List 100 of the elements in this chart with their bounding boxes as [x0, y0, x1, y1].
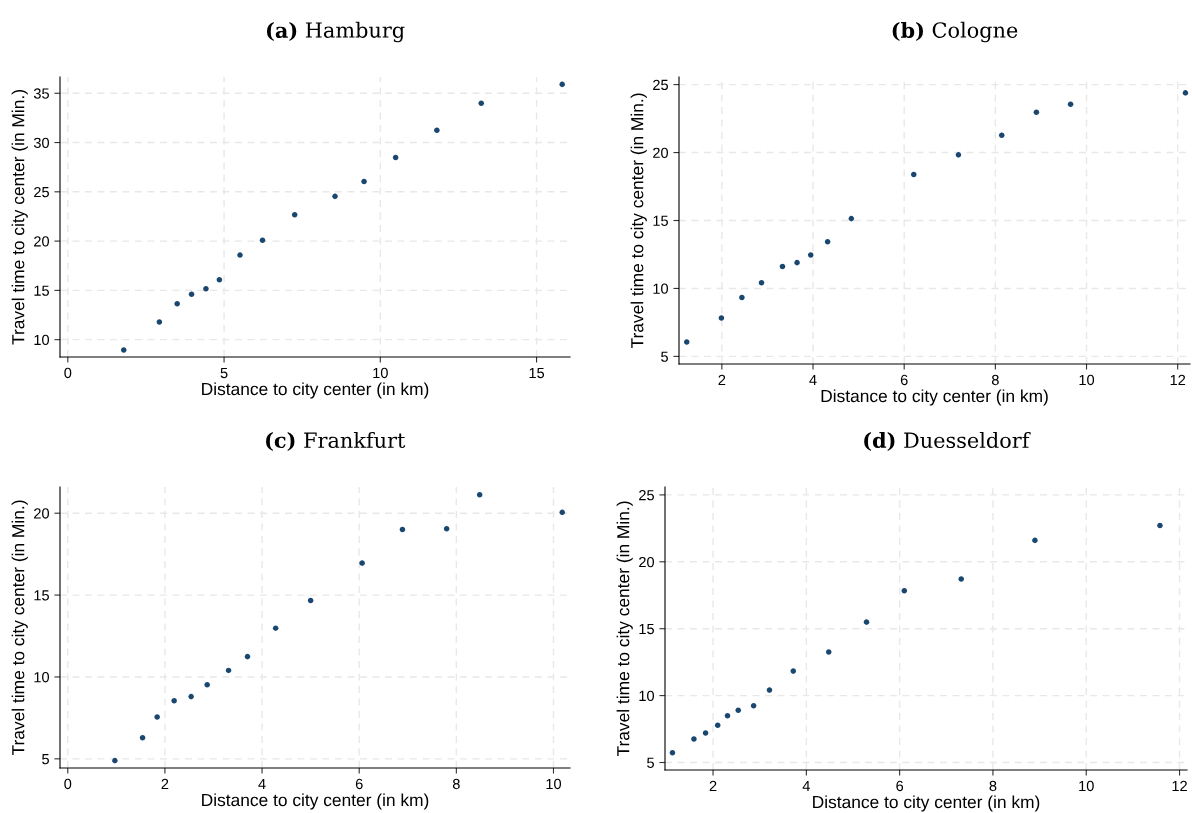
point — [332, 193, 338, 200]
x-tick-label: 5 — [220, 367, 228, 379]
chart-title: (a) Hamburg — [266, 21, 405, 43]
y-tick-label: 15 — [34, 285, 49, 296]
point — [203, 285, 209, 292]
x-tick-label: 12 — [1172, 780, 1187, 791]
y-tick-label: 35 — [33, 88, 49, 99]
point — [910, 171, 917, 178]
x-axis-title: Distance to city center (in km) — [821, 389, 1048, 406]
point — [307, 597, 314, 604]
x-tick-label: 6 — [355, 778, 363, 790]
point — [998, 132, 1005, 138]
point — [1182, 90, 1189, 96]
y-tick-label: 25 — [639, 490, 654, 501]
y-tick-label: 10 — [653, 283, 669, 294]
point — [758, 279, 765, 286]
point — [399, 526, 406, 533]
y-tick-label: 10 — [34, 334, 50, 346]
point — [259, 237, 266, 244]
point — [476, 491, 483, 498]
point — [1067, 101, 1074, 108]
point — [434, 127, 440, 133]
y-tick-label: 30 — [33, 137, 50, 148]
point — [683, 339, 690, 345]
point — [359, 560, 365, 566]
x-tick-label: 10 — [1079, 780, 1094, 792]
y-tick-label: 15 — [639, 623, 654, 635]
x-tick-label: 6 — [896, 780, 904, 792]
point — [825, 649, 832, 655]
x-tick-label: 2 — [718, 374, 726, 385]
point — [188, 291, 195, 297]
chart-title: (b) Cologne — [892, 21, 1018, 43]
point — [120, 347, 127, 353]
point — [559, 509, 566, 516]
point — [790, 668, 797, 674]
point — [156, 319, 163, 325]
point — [1157, 522, 1163, 529]
point — [750, 703, 757, 709]
y-tick-label: 25 — [34, 186, 49, 198]
point — [702, 730, 709, 736]
point — [174, 301, 180, 307]
point — [766, 687, 773, 693]
x-tick-label: 4 — [802, 780, 810, 791]
point — [718, 315, 725, 321]
point — [559, 81, 565, 88]
x-tick-label: 4 — [809, 374, 817, 385]
point — [216, 277, 223, 283]
chart-title: (d) Duesseldorf — [864, 431, 1031, 451]
y-tick-label: 25 — [653, 79, 668, 91]
point — [724, 713, 731, 719]
point — [237, 252, 243, 258]
x-axis-title: Distance to city center (in km) — [202, 382, 429, 399]
y-axis-title: Travel time to city center (in Min.) — [630, 93, 647, 349]
point — [735, 707, 742, 713]
point — [478, 100, 485, 106]
y-tick-label: 20 — [34, 508, 50, 519]
point — [958, 576, 964, 582]
x-tick-label: 4 — [258, 778, 266, 789]
x-tick-label: 6 — [900, 374, 908, 386]
point — [1033, 109, 1040, 116]
x-tick-label: 8 — [991, 374, 999, 386]
point — [848, 215, 855, 222]
point — [154, 714, 160, 720]
x-tick-label: 15 — [529, 367, 545, 379]
point — [779, 263, 786, 270]
point — [863, 619, 870, 625]
point — [225, 667, 232, 674]
point — [794, 259, 800, 266]
x-tick-label: 10 — [1079, 374, 1095, 386]
y-axis-title: Travel time to city center (in Min.) — [616, 501, 633, 757]
x-tick-label: 8 — [989, 780, 997, 792]
y-tick-label: 10 — [639, 690, 655, 702]
x-tick-label: 2 — [161, 778, 169, 789]
y-tick-label: 20 — [34, 236, 50, 247]
chart-title: (c) Frankfurt — [266, 431, 406, 451]
point — [244, 653, 251, 660]
x-tick-label: 0 — [64, 367, 72, 379]
y-axis-title: Travel time to city center (in Min.) — [11, 90, 28, 345]
point — [204, 682, 210, 688]
y-tick-label: 20 — [639, 556, 655, 568]
point — [691, 736, 697, 742]
y-tick-label: 20 — [653, 147, 669, 158]
y-tick-label: 5 — [42, 754, 49, 765]
x-axis-title: Distance to city center (in km) — [813, 795, 1040, 812]
x-tick-label: 0 — [64, 778, 72, 790]
x-tick-label: 12 — [1170, 374, 1186, 385]
x-tick-label: 2 — [709, 780, 717, 791]
point — [714, 722, 721, 728]
point — [824, 238, 831, 245]
point — [188, 693, 194, 700]
point — [171, 697, 177, 704]
x-axis-title: Distance to city center (in km) — [202, 793, 429, 810]
point — [1032, 537, 1038, 544]
point — [361, 178, 367, 185]
point — [807, 252, 814, 258]
point — [443, 525, 450, 532]
point — [112, 757, 118, 764]
point — [739, 294, 745, 301]
y-tick-label: 5 — [647, 757, 654, 768]
x-tick-label: 10 — [546, 778, 562, 790]
